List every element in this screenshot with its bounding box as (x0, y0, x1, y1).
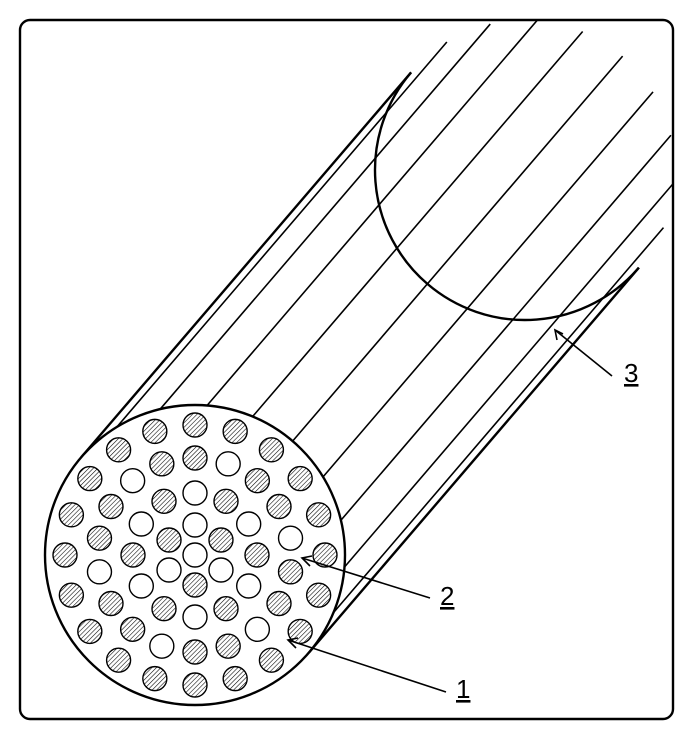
strand-hatched (157, 528, 181, 552)
strand-hollow (183, 513, 207, 537)
strand-hatched (107, 648, 131, 672)
strand-hatched (78, 619, 102, 643)
strand-hatched (245, 543, 269, 567)
strand-hatched (223, 419, 247, 443)
strand-hollow (237, 512, 261, 536)
strand-hatched (216, 634, 240, 658)
strand-hollow (157, 558, 181, 582)
strand-hollow (279, 526, 303, 550)
strand-hatched (307, 583, 331, 607)
cross-section-face (45, 405, 345, 705)
strand-hatched (183, 446, 207, 470)
strand-hatched (245, 469, 269, 493)
strand-hatched (107, 438, 131, 462)
strand-hatched (78, 467, 102, 491)
strand-hatched (183, 573, 207, 597)
strand-hatched (59, 583, 83, 607)
strand-hatched (183, 640, 207, 664)
strand-hatched (307, 503, 331, 527)
strand-hollow (216, 452, 240, 476)
strand-hatched (267, 495, 291, 519)
strand-hatched (209, 528, 233, 552)
strand-hatched (183, 413, 207, 437)
cylinder-surface-line (323, 92, 653, 477)
strand-hatched (87, 526, 111, 550)
strand-hollow (245, 617, 269, 641)
strand-hatched (53, 543, 77, 567)
callout-label-3: 3 (624, 358, 638, 388)
strand-hollow (87, 560, 111, 584)
strand-hatched (150, 452, 174, 476)
strand-hatched (99, 592, 123, 616)
strand-hollow (183, 543, 207, 567)
strand-hatched (183, 673, 207, 697)
callout-1: 1 (288, 638, 470, 704)
strand-hatched (143, 419, 167, 443)
strand-hollow (129, 574, 153, 598)
strand-hatched (267, 592, 291, 616)
strand-hatched (121, 543, 145, 567)
strand-hollow (237, 574, 261, 598)
cylinder-surface-line (333, 228, 663, 613)
strand-hatched (152, 597, 176, 621)
strand-hatched (214, 489, 238, 513)
strand-hatched (259, 648, 283, 672)
strand-hollow (183, 605, 207, 629)
callout-label-2: 2 (440, 581, 454, 611)
strand-hollow (121, 469, 145, 493)
strand-hollow (129, 512, 153, 536)
cylinder-surface-line (253, 32, 583, 417)
strand-hatched (288, 467, 312, 491)
cylinder-surface-line (160, 24, 490, 409)
strand-hatched (99, 495, 123, 519)
strand-hatched (223, 667, 247, 691)
cylinder-surface-line (117, 42, 447, 427)
strand-hollow (209, 558, 233, 582)
callout-label-1: 1 (456, 674, 470, 704)
strand-hollow (150, 634, 174, 658)
strand-hollow (183, 481, 207, 505)
strand-hatched (259, 438, 283, 462)
strand-hatched (121, 617, 145, 641)
strand-hatched (143, 667, 167, 691)
cable-diagram: 3 2 1 (0, 0, 693, 739)
strand-hatched (59, 503, 83, 527)
strand-hatched (214, 597, 238, 621)
strand-hatched (152, 489, 176, 513)
strand-hatched (279, 560, 303, 584)
